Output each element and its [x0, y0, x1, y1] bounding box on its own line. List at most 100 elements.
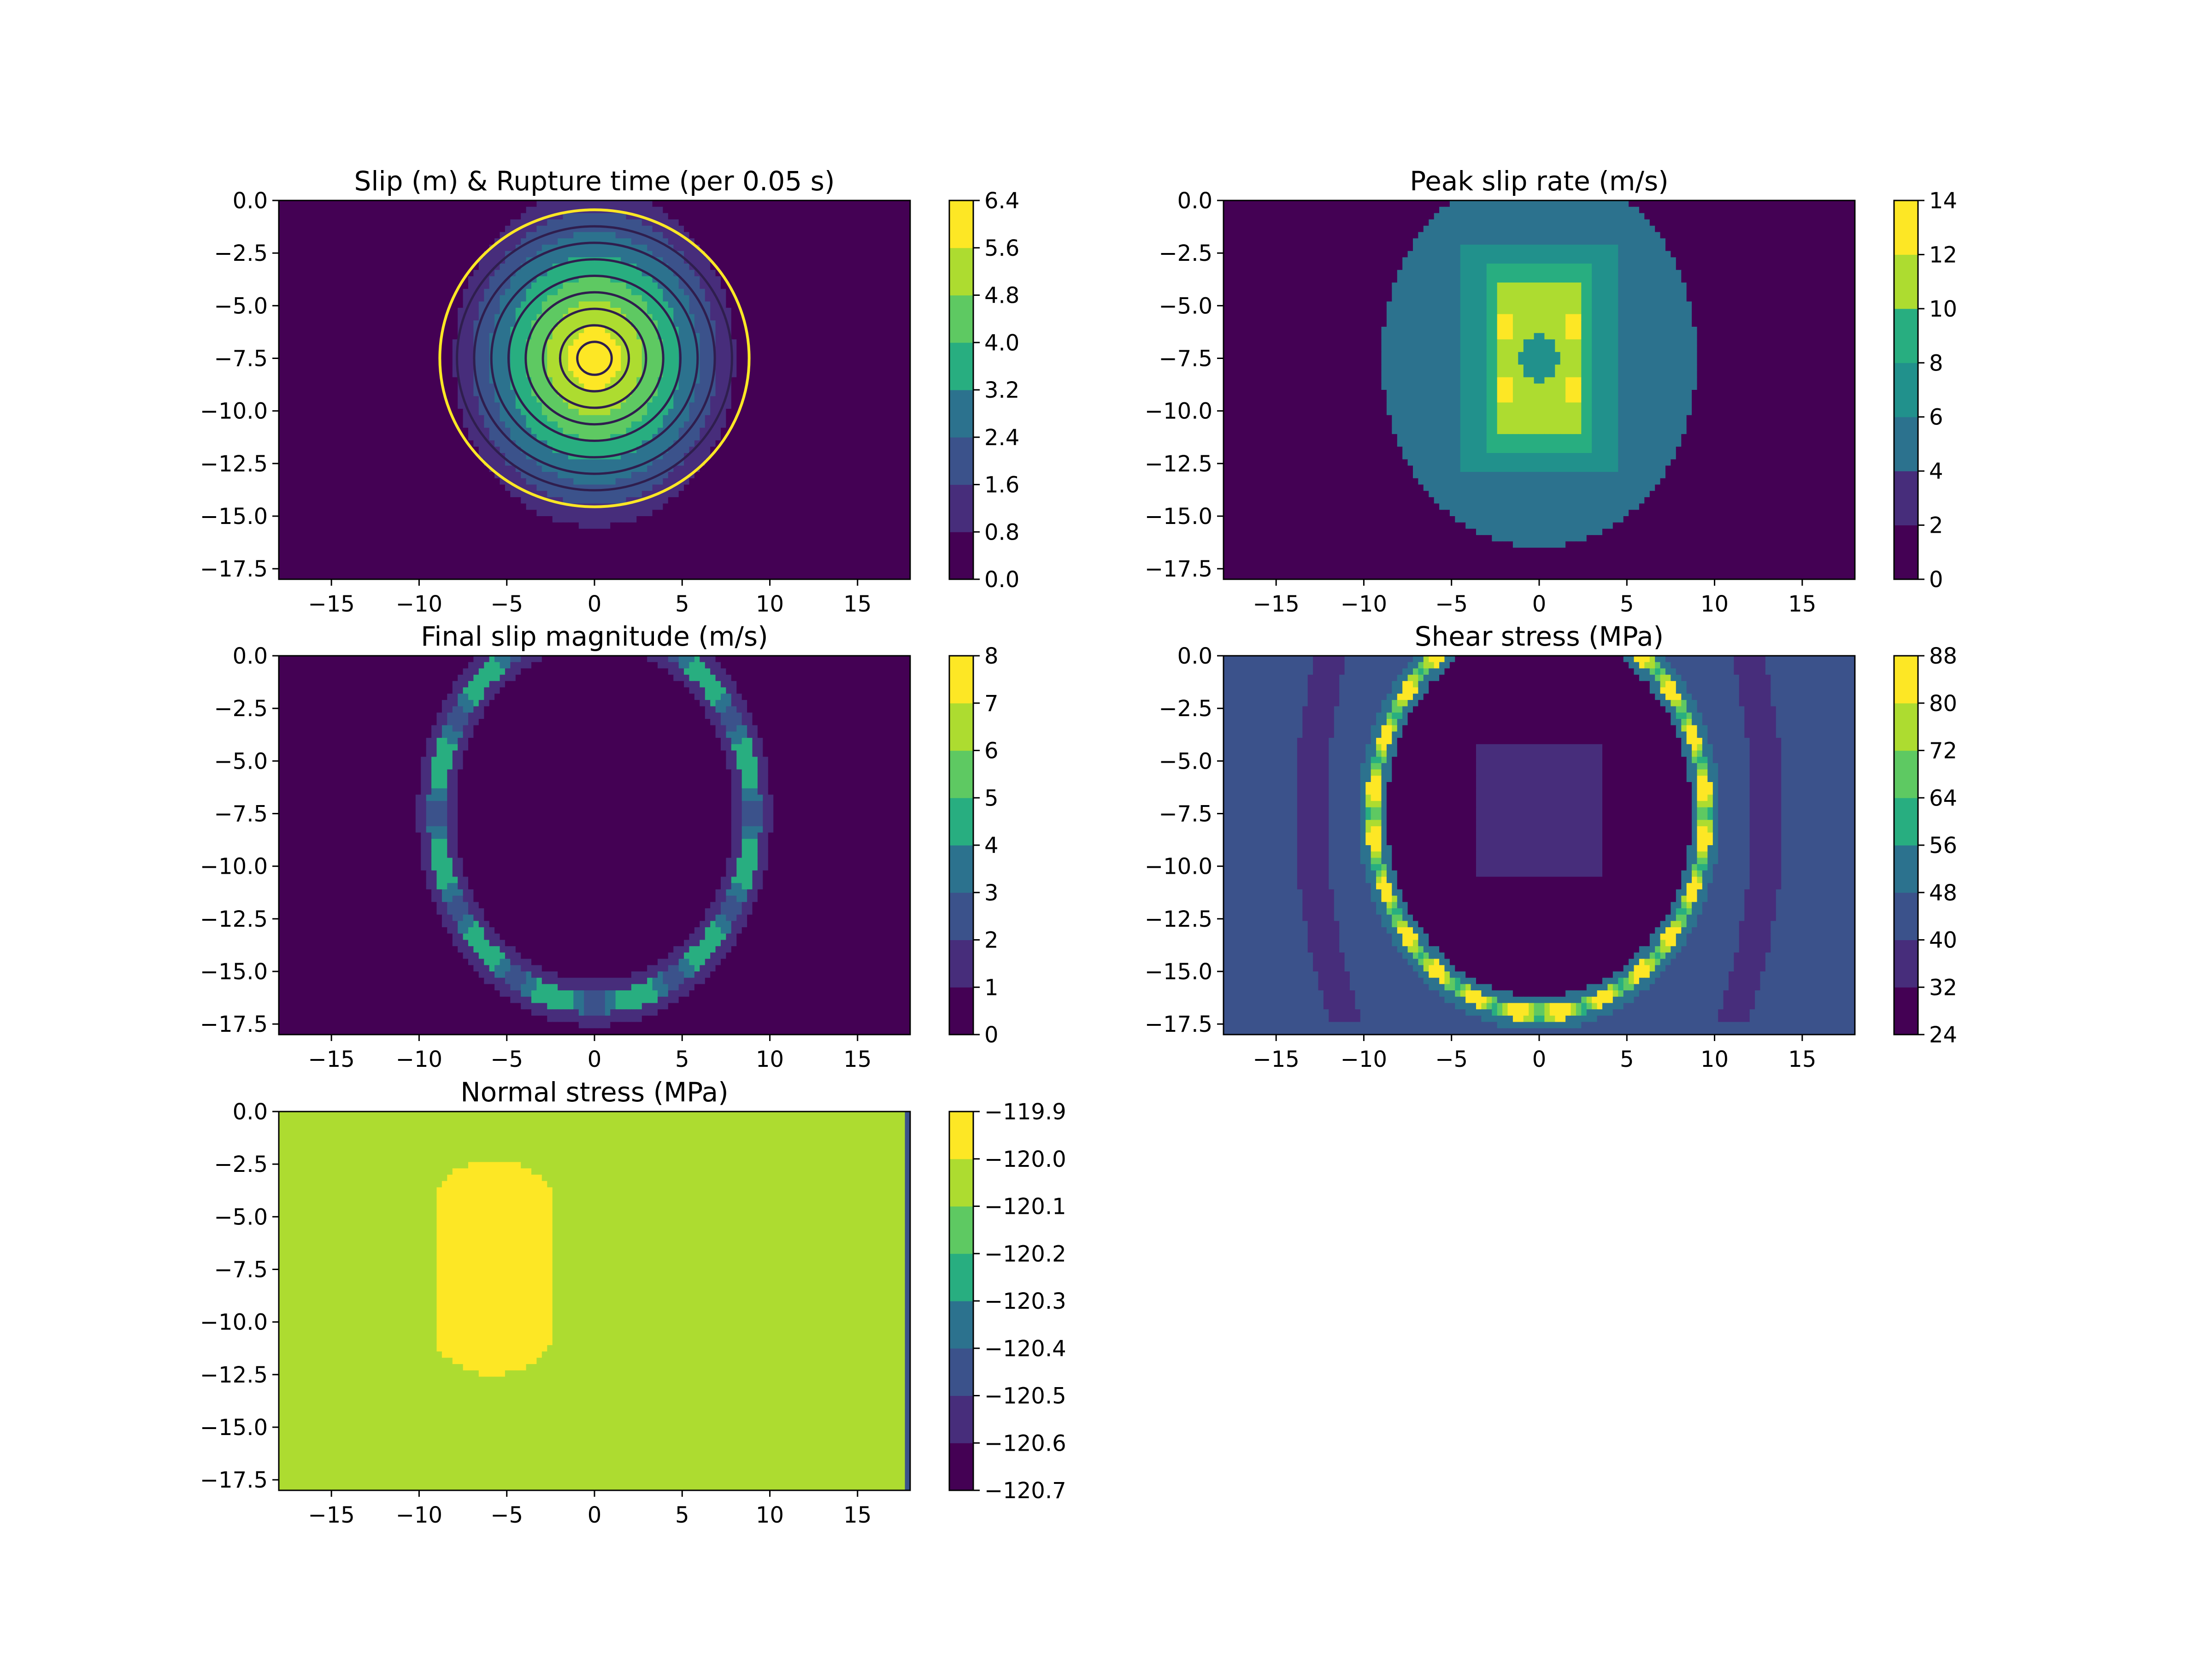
heatmap-cell — [700, 257, 705, 264]
heatmap-cell — [894, 383, 900, 390]
heatmap-cell — [505, 200, 511, 207]
heatmap-cell — [337, 346, 342, 353]
heatmap-cell — [868, 295, 874, 302]
heatmap-cell — [868, 365, 874, 371]
heatmap-cell — [379, 339, 384, 346]
heatmap-cell — [347, 295, 353, 302]
heatmap-cell — [868, 359, 874, 365]
heatmap-cell — [868, 441, 874, 447]
heatmap-cell — [416, 409, 421, 416]
heatmap-cell — [636, 276, 642, 283]
heatmap-cell — [505, 213, 511, 220]
heatmap-cell — [426, 270, 432, 277]
heatmap-cell — [753, 226, 758, 233]
heatmap-cell — [747, 282, 753, 289]
heatmap-cell — [510, 276, 516, 283]
heatmap-cell — [326, 390, 332, 397]
heatmap-cell — [468, 200, 474, 207]
heatmap-cell — [405, 219, 411, 226]
heatmap-cell — [516, 257, 521, 264]
heatmap-cell — [347, 226, 353, 233]
heatmap-cell — [337, 459, 342, 466]
heatmap-cell — [363, 441, 369, 447]
heatmap-cell — [353, 459, 358, 466]
heatmap-cell — [789, 453, 794, 460]
heatmap-cell — [700, 282, 705, 289]
heatmap-cell — [758, 295, 763, 302]
heatmap-cell — [342, 213, 347, 220]
heatmap-cell — [894, 320, 900, 327]
heatmap-cell — [842, 308, 847, 315]
heatmap-cell — [653, 346, 658, 353]
heatmap-cell — [794, 333, 800, 340]
heatmap-cell — [358, 441, 363, 447]
heatmap-cell — [868, 415, 874, 422]
heatmap-cell — [573, 219, 579, 226]
heatmap-cell — [526, 200, 532, 207]
heatmap-cell — [884, 441, 889, 447]
heatmap-cell — [400, 257, 406, 264]
heatmap-cell — [284, 409, 289, 416]
heatmap-cell — [379, 245, 384, 252]
heatmap-cell — [631, 422, 637, 429]
heatmap-cell — [826, 314, 831, 321]
heatmap-cell — [563, 428, 569, 435]
heatmap-cell — [379, 264, 384, 271]
heatmap-cell — [463, 226, 469, 233]
heatmap-cell — [463, 289, 469, 296]
heatmap-cell — [584, 415, 589, 422]
heatmap-cell — [653, 226, 658, 233]
heatmap-cell — [294, 447, 300, 453]
heatmap-cell — [400, 352, 406, 359]
heatmap-cell — [311, 447, 316, 453]
heatmap-cell — [437, 264, 442, 271]
heatmap-cell — [337, 251, 342, 258]
heatmap-cell — [847, 428, 853, 435]
heatmap-cell — [489, 232, 495, 239]
heatmap-cell — [889, 257, 894, 264]
heatmap-cell — [331, 270, 337, 277]
heatmap-cell — [684, 447, 689, 453]
heatmap-cell — [416, 327, 421, 334]
heatmap-cell — [289, 441, 295, 447]
heatmap-cell — [516, 295, 521, 302]
heatmap-cell — [800, 377, 805, 384]
heatmap-cell — [810, 377, 816, 384]
heatmap-cell — [353, 251, 358, 258]
heatmap-cell — [358, 245, 363, 252]
heatmap-cell — [536, 346, 542, 353]
heatmap-cell — [768, 276, 774, 283]
heatmap-cell — [863, 352, 868, 359]
heatmap-cell — [305, 459, 311, 466]
heatmap-cell — [700, 238, 705, 245]
heatmap-cell — [753, 219, 758, 226]
heatmap-cell — [773, 270, 779, 277]
heatmap-cell — [900, 371, 905, 378]
heatmap-cell — [363, 245, 369, 252]
heatmap-cell — [852, 371, 858, 378]
heatmap-cell — [426, 320, 432, 327]
heatmap-cell — [468, 213, 474, 220]
heatmap-cell — [379, 359, 384, 365]
heatmap-cell — [316, 422, 321, 429]
heatmap-cell — [758, 371, 763, 378]
heatmap-cell — [589, 245, 595, 252]
heatmap-cell — [568, 200, 574, 207]
heatmap-cell — [289, 200, 295, 207]
heatmap-cell — [400, 238, 406, 245]
heatmap-cell — [779, 396, 784, 403]
heatmap-cell — [826, 289, 831, 296]
heatmap-cell — [879, 232, 884, 239]
heatmap-cell — [747, 257, 753, 264]
heatmap-cell — [542, 428, 547, 435]
heatmap-cell — [573, 409, 579, 416]
heatmap-cell — [647, 402, 653, 409]
heatmap-cell — [779, 282, 784, 289]
heatmap-cell — [589, 383, 595, 390]
heatmap-cell — [284, 308, 289, 315]
heatmap-cell — [394, 276, 400, 283]
heatmap-cell — [700, 232, 705, 239]
heatmap-cell — [421, 226, 426, 233]
heatmap-cell — [337, 453, 342, 460]
heatmap-cell — [389, 415, 395, 422]
